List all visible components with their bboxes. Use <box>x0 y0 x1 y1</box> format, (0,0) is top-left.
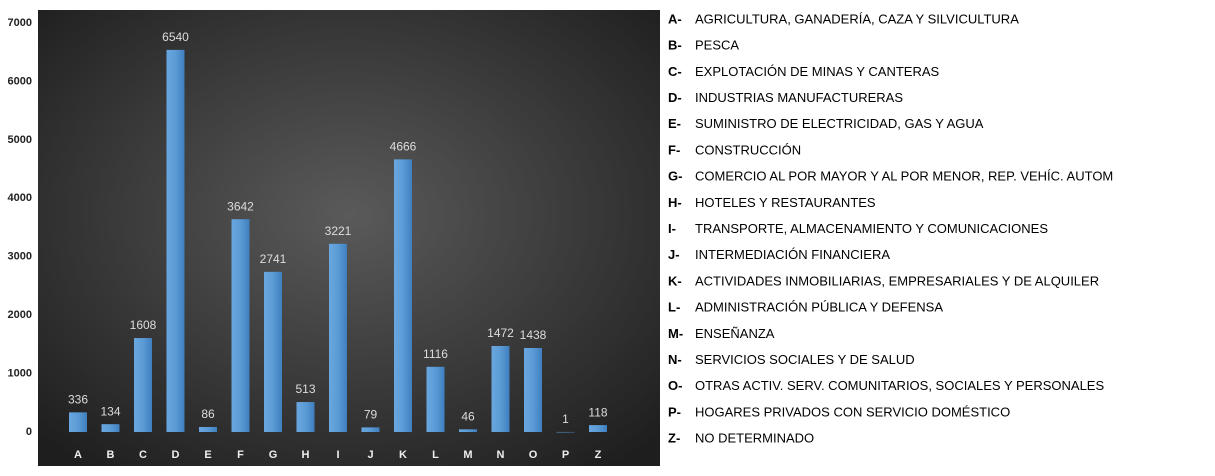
x-tick-label: M <box>463 449 472 461</box>
y-tick-label: 0 <box>26 426 32 438</box>
value-label: 1472 <box>487 326 514 340</box>
x-tick-label: N <box>497 449 505 461</box>
legend-text: ENSEÑANZA <box>695 326 775 341</box>
legend-text: ACTIVIDADES INMOBILIARIAS, EMPRESARIALES… <box>695 273 1099 288</box>
legend-text: SERVICIOS SOCIALES Y DE SALUD <box>695 352 915 367</box>
legend-code: J- <box>668 247 680 262</box>
bar <box>166 49 185 433</box>
x-tick-label: L <box>432 449 439 461</box>
value-label: 134 <box>100 404 120 418</box>
value-label: 6540 <box>162 30 189 44</box>
x-tick-label: B <box>107 449 115 461</box>
value-label: 1116 <box>423 347 448 361</box>
value-label: 118 <box>588 405 607 419</box>
y-tick-label: 7000 <box>8 17 32 29</box>
x-tick-label: G <box>269 449 278 461</box>
bar <box>134 338 152 432</box>
legend-text: COMERCIO AL POR MAYOR Y AL POR MENOR, RE… <box>695 169 1113 184</box>
bar <box>231 219 250 432</box>
y-tick-label: 4000 <box>8 192 32 204</box>
value-label: 79 <box>364 408 378 422</box>
bar <box>589 425 607 432</box>
bar <box>69 412 87 432</box>
legend-code: F- <box>668 142 680 157</box>
legend-text: INTERMEDIACIÓN FINANCIERA <box>695 247 890 262</box>
bar <box>394 159 412 432</box>
value-label: 46 <box>461 409 475 423</box>
plot-background <box>38 10 660 466</box>
legend-text: ADMINISTRACIÓN PÚBLICA Y DEFENSA <box>695 300 943 315</box>
value-label: 336 <box>68 393 88 407</box>
y-tick-label: 1000 <box>8 367 32 379</box>
bar <box>361 427 380 432</box>
legend-text: CONSTRUCCIÓN <box>695 142 801 157</box>
bar <box>459 429 477 432</box>
bar <box>491 345 510 432</box>
x-tick-label: K <box>399 449 407 461</box>
value-label: 513 <box>295 382 315 396</box>
value-label: 86 <box>201 407 215 421</box>
legend-code: E- <box>668 116 681 131</box>
legend-code: D- <box>668 90 682 105</box>
legend-code: A- <box>668 11 682 26</box>
legend-code: N- <box>668 352 682 367</box>
legend-code: G- <box>668 169 682 184</box>
bar <box>101 424 120 432</box>
value-label: 3642 <box>227 199 254 213</box>
bar <box>556 431 575 433</box>
bar <box>296 402 315 432</box>
legend-code: Z- <box>668 431 680 446</box>
legend-text: AGRICULTURA, GANADERÍA, CAZA Y SILVICULT… <box>695 11 1019 26</box>
legend-text: TRANSPORTE, ALMACENAMIENTO Y COMUNICACIO… <box>695 221 1048 236</box>
x-tick-label: E <box>204 449 211 461</box>
bar <box>199 426 217 432</box>
legend-code: B- <box>668 38 682 53</box>
value-label: 1438 <box>520 328 547 342</box>
y-tick-label: 2000 <box>8 309 32 321</box>
legend-code: I- <box>668 221 676 236</box>
bar <box>264 271 282 432</box>
y-tick-label: 3000 <box>8 251 32 263</box>
x-tick-label: J <box>367 449 373 461</box>
legend-text: OTRAS ACTIV. SERV. COMUNITARIOS, SOCIALE… <box>695 378 1104 393</box>
bar <box>426 366 445 432</box>
legend-code: L- <box>668 300 680 315</box>
legend-text: SUMINISTRO DE ELECTRICIDAD, GAS Y AGUA <box>695 116 984 131</box>
x-tick-label: D <box>172 449 180 461</box>
value-label: 3221 <box>325 224 352 238</box>
x-tick-label: P <box>562 449 569 461</box>
x-tick-label: Z <box>595 449 602 461</box>
legend-code: C- <box>668 64 682 79</box>
x-tick-label: H <box>302 449 310 461</box>
x-tick-label: O <box>529 449 538 461</box>
x-tick-label: I <box>336 449 339 461</box>
legend-text: HOTELES Y RESTAURANTES <box>695 195 876 210</box>
legend-code: M- <box>668 326 683 341</box>
legend-code: P- <box>668 404 681 419</box>
y-tick-label: 5000 <box>8 134 32 146</box>
legend-text: EXPLOTACIÓN DE MINAS Y CANTERAS <box>695 64 939 79</box>
legend-code: H- <box>668 195 682 210</box>
x-tick-label: A <box>74 449 82 461</box>
legend-text: PESCA <box>695 38 739 53</box>
x-tick-label: C <box>139 449 147 461</box>
y-tick-label: 6000 <box>8 75 32 87</box>
value-label: 4666 <box>390 140 417 154</box>
legend-text: INDUSTRIAS MANUFACTURERAS <box>695 90 903 105</box>
legend-code: O- <box>668 378 682 393</box>
value-label: 1 <box>562 412 569 426</box>
x-tick-label: F <box>237 449 244 461</box>
value-label: 1608 <box>130 318 157 332</box>
legend-text: HOGARES PRIVADOS CON SERVICIO DOMÉSTICO <box>695 404 1010 419</box>
value-label: 2741 <box>260 252 287 266</box>
bar <box>524 347 542 432</box>
legend-code: K- <box>668 273 682 288</box>
legend-text: NO DETERMINADO <box>695 431 814 446</box>
bar <box>329 243 347 432</box>
